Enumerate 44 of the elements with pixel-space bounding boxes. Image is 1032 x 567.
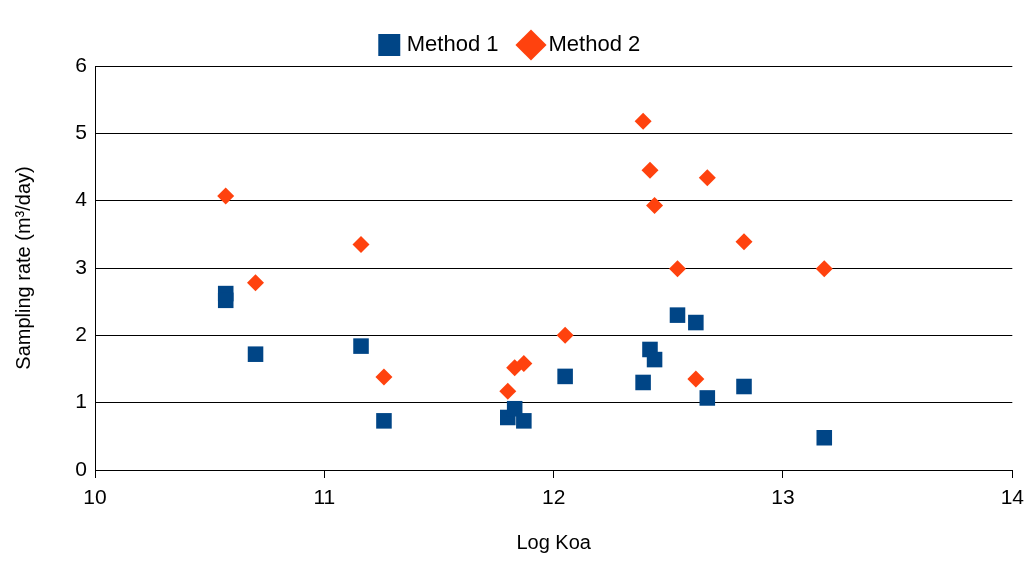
point xyxy=(499,382,517,400)
point xyxy=(375,368,393,386)
point xyxy=(816,429,833,446)
point xyxy=(247,274,265,292)
x-tick-label: 10 xyxy=(83,485,107,509)
y-tick-label: 2 xyxy=(75,322,87,346)
x-tick-label: 12 xyxy=(541,485,566,509)
y-axis-title: Sampling rate (m³/day) xyxy=(11,166,34,370)
point xyxy=(217,187,235,205)
point xyxy=(688,314,704,331)
point xyxy=(646,196,664,214)
point xyxy=(557,368,573,385)
y-tick-label: 1 xyxy=(75,389,87,413)
point xyxy=(247,346,264,362)
point xyxy=(699,390,716,406)
point xyxy=(669,260,686,278)
point xyxy=(634,112,652,130)
point xyxy=(815,260,833,278)
point xyxy=(735,233,753,251)
point xyxy=(217,292,234,309)
point xyxy=(376,413,392,429)
y-tick-label: 3 xyxy=(75,254,87,278)
x-axis-title: Log Koa xyxy=(516,530,592,553)
legend-label: Method 1 xyxy=(406,31,499,57)
point xyxy=(669,307,686,323)
x-tick-label: 11 xyxy=(313,485,336,509)
point xyxy=(646,351,663,368)
legend-label: Method 2 xyxy=(548,31,641,57)
point xyxy=(515,355,533,373)
point xyxy=(516,413,532,429)
point xyxy=(687,370,705,388)
point xyxy=(736,378,752,395)
x-tick-label: 13 xyxy=(771,485,795,509)
point xyxy=(352,235,370,253)
point xyxy=(353,338,369,354)
y-tick-label: 5 xyxy=(75,120,87,144)
y-tick-label: 0 xyxy=(75,456,87,480)
point xyxy=(698,169,716,187)
x-tick-label: 14 xyxy=(1000,485,1025,509)
point xyxy=(641,161,659,179)
point xyxy=(635,374,651,391)
y-tick-label: 4 xyxy=(75,187,88,211)
point xyxy=(556,326,574,344)
y-tick-label: 6 xyxy=(75,52,87,76)
